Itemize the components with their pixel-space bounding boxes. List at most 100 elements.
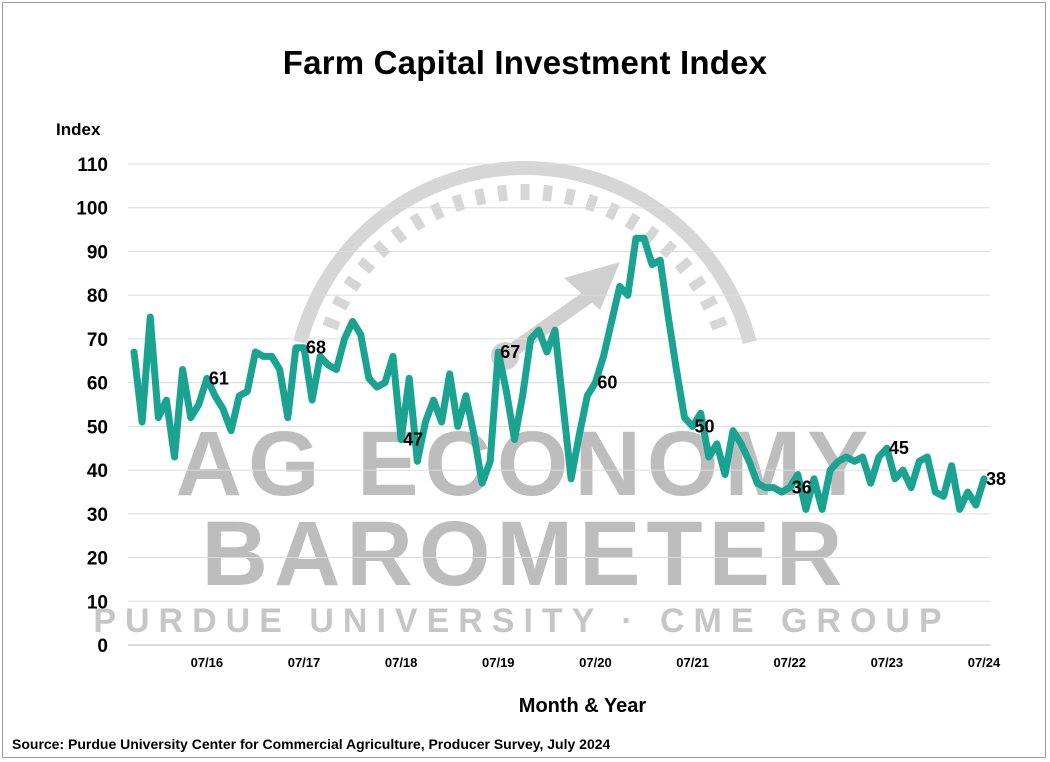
- data-point: [373, 384, 380, 391]
- data-point: [260, 353, 267, 360]
- watermark-line1: AG ECONOMY: [176, 413, 875, 515]
- data-point: [867, 480, 874, 487]
- data-point: [713, 440, 720, 447]
- data-point: [730, 427, 737, 434]
- data-label: 36: [792, 478, 812, 498]
- data-point: [341, 335, 348, 342]
- series-line: [130, 234, 988, 513]
- data-point: [268, 353, 275, 360]
- data-point: [446, 370, 453, 377]
- data-point: [543, 349, 550, 356]
- data-point: [479, 480, 486, 487]
- watermark-gauge-tick: [605, 202, 620, 221]
- y-axis-ticks: 0 10 20 30 40 50 60 70 80 90 100 110: [76, 155, 108, 657]
- data-point: [592, 379, 599, 386]
- data-point: [786, 484, 793, 491]
- data-point: [276, 366, 283, 373]
- data-point: [770, 484, 777, 491]
- data-point: [422, 418, 429, 425]
- data-point: [972, 502, 979, 509]
- data-point: [430, 397, 437, 404]
- data-point: [883, 445, 890, 452]
- data-label: 45: [889, 438, 909, 458]
- x-tick-label: 07/19: [482, 655, 515, 670]
- watermark-gauge-tick: [474, 188, 487, 206]
- watermark-gauge-tick: [497, 184, 508, 202]
- data-point: [649, 261, 656, 268]
- data-point: [511, 436, 518, 443]
- watermark-gauge-tick: [331, 295, 351, 311]
- data-point: [721, 471, 728, 478]
- x-axis-label: Month & Year: [518, 695, 647, 717]
- y-axis-label: Index: [56, 120, 101, 139]
- data-point: [641, 235, 647, 242]
- data-point: [195, 401, 202, 408]
- data-label: 68: [306, 338, 326, 358]
- watermark-gauge-tick: [430, 202, 445, 221]
- data-point: [689, 423, 696, 430]
- data-point: [211, 392, 218, 399]
- data-point: [738, 440, 745, 447]
- y-tick-label: 80: [87, 286, 108, 307]
- data-point: [236, 392, 243, 399]
- x-tick-label: 07/24: [968, 655, 1001, 670]
- data-point: [220, 405, 227, 412]
- watermark-gauge-tick: [357, 256, 376, 275]
- data-point: [665, 314, 672, 321]
- data-point: [487, 458, 494, 465]
- data-point: [438, 418, 445, 425]
- data-point: [406, 375, 413, 382]
- y-tick-label: 60: [87, 374, 108, 395]
- data-point: [875, 453, 882, 460]
- data-label: 47: [403, 429, 423, 449]
- data-point: [163, 397, 170, 404]
- watermark-gauge-arrowhead: [564, 262, 620, 310]
- watermark-gauge-tick: [451, 193, 466, 212]
- y-tick-label: 10: [87, 592, 108, 613]
- watermark-gauge-tick: [584, 193, 599, 212]
- y-tick-label: 0: [97, 636, 108, 657]
- data-point: [794, 471, 801, 478]
- data-point: [584, 392, 591, 399]
- data-point: [835, 458, 842, 465]
- data-point: [560, 401, 567, 408]
- watermark-gauge-tick: [372, 240, 391, 259]
- x-tick-label: 07/22: [773, 655, 806, 670]
- watermark-gauge-tick: [688, 275, 707, 292]
- data-point: [551, 327, 558, 334]
- data-point: [891, 475, 898, 482]
- data-point: [147, 314, 154, 321]
- data-point: [843, 453, 850, 460]
- data-point: [535, 327, 542, 334]
- chart-title: Farm Capital Investment Index: [282, 44, 768, 81]
- data-point: [981, 475, 987, 482]
- data-point: [964, 488, 971, 495]
- data-point: [252, 349, 259, 356]
- data-point: [673, 366, 680, 373]
- watermark-gauge-tick: [409, 212, 426, 232]
- x-tick-label: 07/17: [288, 655, 321, 670]
- data-point: [471, 432, 477, 439]
- data-point: [390, 353, 397, 360]
- watermark-gauge-tick: [624, 212, 641, 232]
- data-point: [131, 349, 137, 356]
- data-point: [503, 388, 510, 395]
- y-tick-label: 110: [77, 155, 108, 176]
- data-point: [139, 418, 146, 425]
- y-tick-label: 90: [87, 242, 108, 263]
- data-point: [956, 506, 963, 513]
- watermark-gauge-tick: [709, 316, 728, 331]
- watermark-line3: PURDUE UNIVERSITY · CME GROUP: [93, 602, 950, 640]
- source-note: Source: Purdue University Center for Com…: [12, 736, 611, 752]
- y-tick-label: 20: [87, 549, 108, 570]
- data-point: [754, 480, 761, 487]
- data-point: [333, 366, 340, 373]
- data-point: [600, 353, 607, 360]
- x-tick-label: 07/18: [385, 655, 418, 670]
- data-point: [292, 344, 299, 351]
- data-point: [244, 388, 251, 395]
- y-tick-label: 50: [87, 417, 108, 438]
- data-point: [309, 397, 316, 404]
